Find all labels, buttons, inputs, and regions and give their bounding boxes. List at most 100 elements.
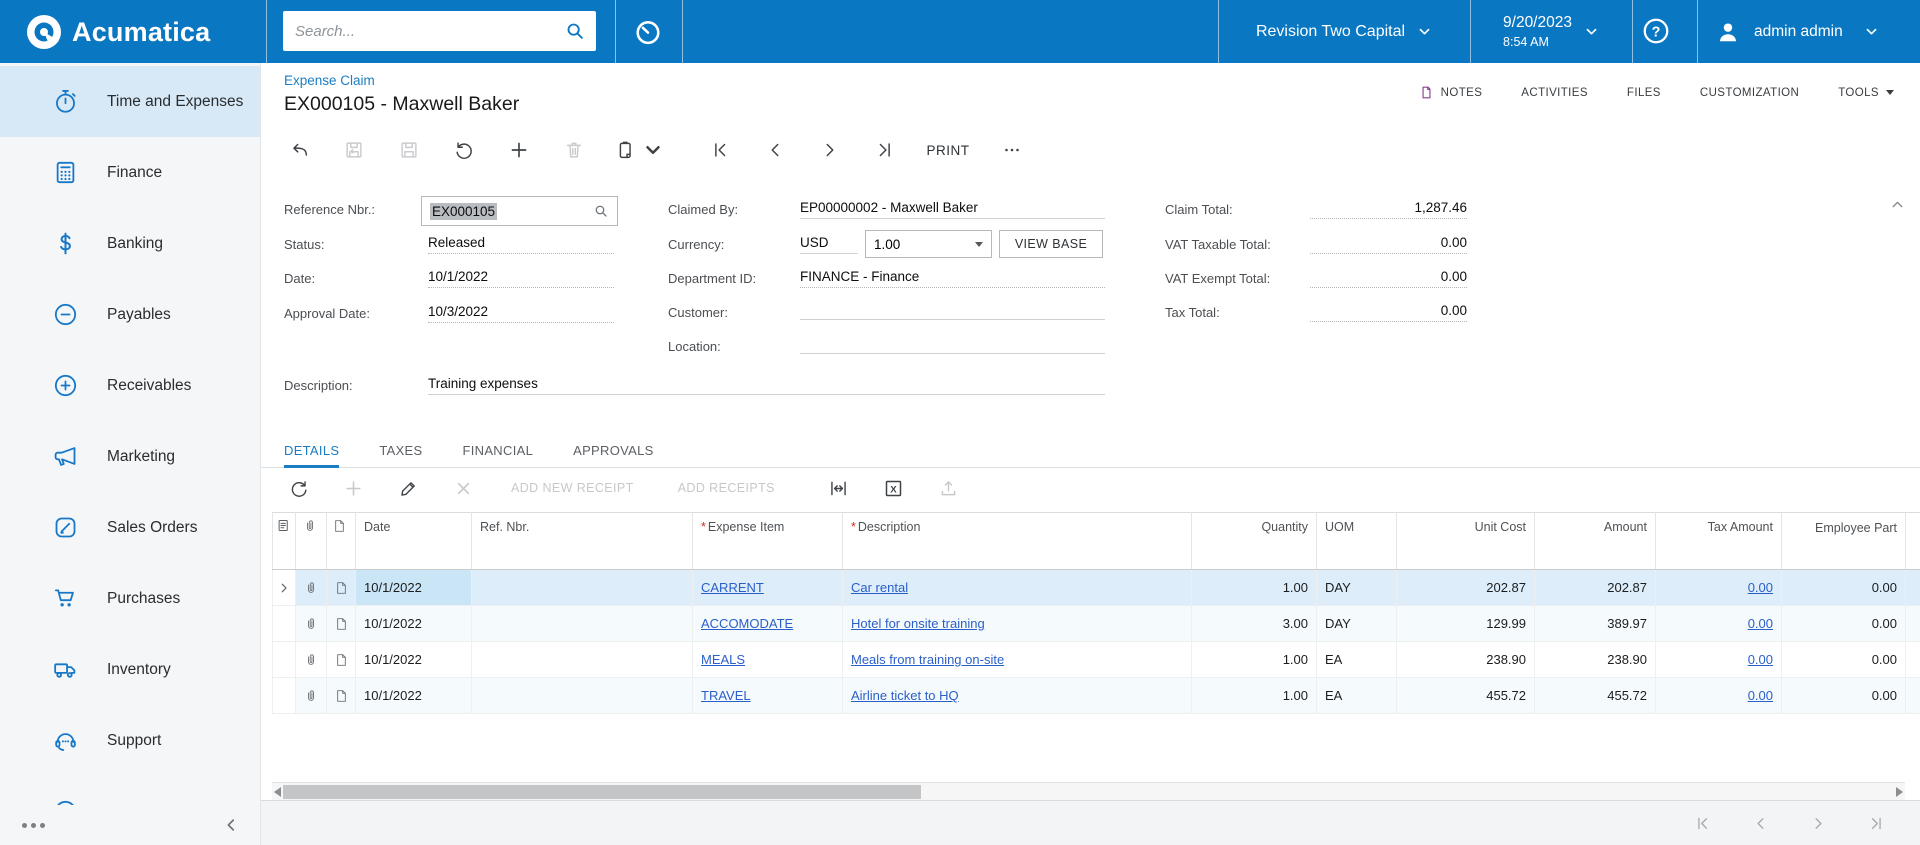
attach-file-cell[interactable]	[295, 569, 327, 606]
cell-expense-item[interactable]: TRAVEL	[692, 677, 843, 714]
column-header-tax-amount[interactable]: Tax Amount	[1655, 512, 1782, 570]
cell-employee-part[interactable]: 0.00	[1781, 677, 1906, 714]
sidebar-item-sales-orders[interactable]: Sales Orders	[0, 492, 260, 563]
cell-amount[interactable]: 238.90	[1534, 641, 1656, 678]
view-base-button[interactable]: VIEW BASE	[999, 230, 1103, 258]
description-link[interactable]: Airline ticket to HQ	[851, 688, 959, 703]
activities-link[interactable]: ACTIVITIES	[1521, 86, 1588, 99]
delete-button[interactable]	[546, 132, 601, 168]
expense-item-link[interactable]: MEALS	[701, 652, 746, 667]
customization-link[interactable]: CUSTOMIZATION	[1699, 86, 1800, 99]
add-record-button[interactable]	[491, 132, 546, 168]
customer-value[interactable]	[800, 303, 1105, 320]
cell-expense-item[interactable]: MEALS	[692, 641, 843, 678]
cell-amount[interactable]: 389.97	[1534, 605, 1656, 642]
back-button[interactable]	[271, 132, 326, 168]
table-row[interactable]: 10/1/2022 TRAVEL Airline ticket to HQ 1.…	[272, 677, 1920, 714]
add-row-button[interactable]	[326, 471, 381, 505]
cell-uom[interactable]: EA	[1316, 677, 1397, 714]
cell-quantity[interactable]: 3.00	[1191, 605, 1317, 642]
currency-code[interactable]: USD	[800, 235, 858, 254]
tab-approvals[interactable]: APPROVALS	[573, 443, 654, 458]
column-header-employee-part[interactable]: Employee Part	[1781, 512, 1906, 570]
delete-row-button[interactable]	[436, 471, 491, 505]
reference-input[interactable]: EX000105	[421, 196, 618, 226]
tab-financial[interactable]: FINANCIAL	[462, 443, 534, 458]
sidebar-item-time-and-expenses[interactable]: Time and Expenses	[0, 66, 260, 137]
edit-row-button[interactable]	[381, 471, 436, 505]
sidebar-item-banking[interactable]: Banking	[0, 208, 260, 279]
column-header-unit-cost[interactable]: Unit Cost	[1396, 512, 1535, 570]
more-options-icon[interactable]	[22, 822, 45, 828]
tax-amount-link[interactable]: 0.00	[1747, 616, 1773, 631]
sidebar-item-receivables[interactable]: Receivables	[0, 350, 260, 421]
page-last-button[interactable]	[1867, 814, 1886, 833]
cell-ref-nbr[interactable]	[471, 677, 693, 714]
expense-item-link[interactable]: CARRENT	[701, 580, 764, 595]
expense-item-link[interactable]: TRAVEL	[701, 688, 751, 703]
copy-paste-button[interactable]	[601, 132, 676, 168]
description-link[interactable]: Hotel for onsite training	[851, 616, 985, 631]
cell-date[interactable]: 10/1/2022	[355, 677, 472, 714]
files-link[interactable]: FILES	[1626, 86, 1661, 99]
page-first-button[interactable]	[1693, 814, 1712, 833]
description-link[interactable]: Meals from training on-site	[851, 652, 1005, 667]
cell-date[interactable]: 10/1/2022	[355, 641, 472, 678]
department-value[interactable]: FINANCE - Finance	[800, 269, 1105, 288]
cell-unit-cost[interactable]: 129.99	[1396, 605, 1535, 642]
export-excel-button[interactable]: X	[866, 471, 921, 505]
cell-expense-item[interactable]: ACCOMODATE	[692, 605, 843, 642]
cell-uom[interactable]: DAY	[1316, 605, 1397, 642]
tools-link[interactable]: TOOLS	[1838, 87, 1894, 99]
description-value[interactable]: Training expenses	[428, 376, 1105, 395]
save-button[interactable]	[381, 132, 436, 168]
cell-employee-part[interactable]: 0.00	[1781, 605, 1906, 642]
row-settings-icon[interactable]	[272, 512, 296, 570]
tax-amount-link[interactable]: 0.00	[1747, 652, 1773, 667]
cell-description[interactable]: Hotel for onsite training	[842, 605, 1192, 642]
company-selector[interactable]: Revision Two Capital	[1218, 0, 1470, 63]
search-input[interactable]	[295, 22, 564, 40]
global-search[interactable]	[283, 11, 596, 51]
print-button[interactable]: PRINT	[926, 142, 970, 158]
claimed-by-value[interactable]: EP00000002 - Maxwell Baker	[800, 200, 1105, 219]
description-link[interactable]: Car rental	[851, 580, 909, 595]
go-last-button[interactable]	[857, 132, 912, 168]
column-header-description[interactable]: * Description	[842, 512, 1192, 570]
approval-date-value[interactable]: 10/3/2022	[428, 304, 614, 323]
search-icon[interactable]	[564, 20, 586, 42]
cell-amount[interactable]: 455.72	[1534, 677, 1656, 714]
cell-ref-nbr[interactable]	[471, 569, 693, 606]
attach-file-cell[interactable]	[295, 605, 327, 642]
sidebar-item-payables[interactable]: Payables	[0, 279, 260, 350]
cell-uom[interactable]: EA	[1316, 641, 1397, 678]
sidebar-item-more-partial[interactable]	[0, 776, 260, 805]
cell-tax-amount[interactable]: 0.00	[1655, 677, 1782, 714]
time-tracking-icon[interactable]	[634, 18, 662, 46]
column-header-amount[interactable]: Amount	[1534, 512, 1656, 570]
sidebar-item-marketing[interactable]: Marketing	[0, 421, 260, 492]
column-header-uom[interactable]: UOM	[1316, 512, 1397, 570]
tax-amount-link[interactable]: 0.00	[1747, 580, 1773, 595]
cell-quantity[interactable]: 1.00	[1191, 677, 1317, 714]
row-selector-cell[interactable]	[272, 677, 296, 714]
cell-ref-nbr[interactable]	[471, 641, 693, 678]
fit-width-button[interactable]	[811, 471, 866, 505]
sidebar-item-support[interactable]: Support	[0, 705, 260, 776]
row-note-cell[interactable]	[326, 641, 356, 678]
cell-description[interactable]: Car rental	[842, 569, 1192, 606]
sidebar-item-finance[interactable]: Finance	[0, 137, 260, 208]
undo-button[interactable]	[436, 132, 491, 168]
cell-quantity[interactable]: 1.00	[1191, 641, 1317, 678]
page-next-button[interactable]	[1809, 814, 1828, 833]
location-value[interactable]	[800, 337, 1105, 354]
row-selector-cell[interactable]	[272, 605, 296, 642]
more-actions-icon[interactable]	[984, 132, 1039, 168]
row-note-cell[interactable]	[326, 605, 356, 642]
go-next-button[interactable]	[802, 132, 857, 168]
horizontal-scrollbar[interactable]	[272, 782, 1905, 800]
currency-rate-select[interactable]: 1.00	[865, 230, 992, 258]
scrollbar-thumb[interactable]	[283, 785, 921, 799]
collapse-panel-icon[interactable]	[1889, 196, 1906, 213]
cell-employee-part[interactable]: 0.00	[1781, 569, 1906, 606]
